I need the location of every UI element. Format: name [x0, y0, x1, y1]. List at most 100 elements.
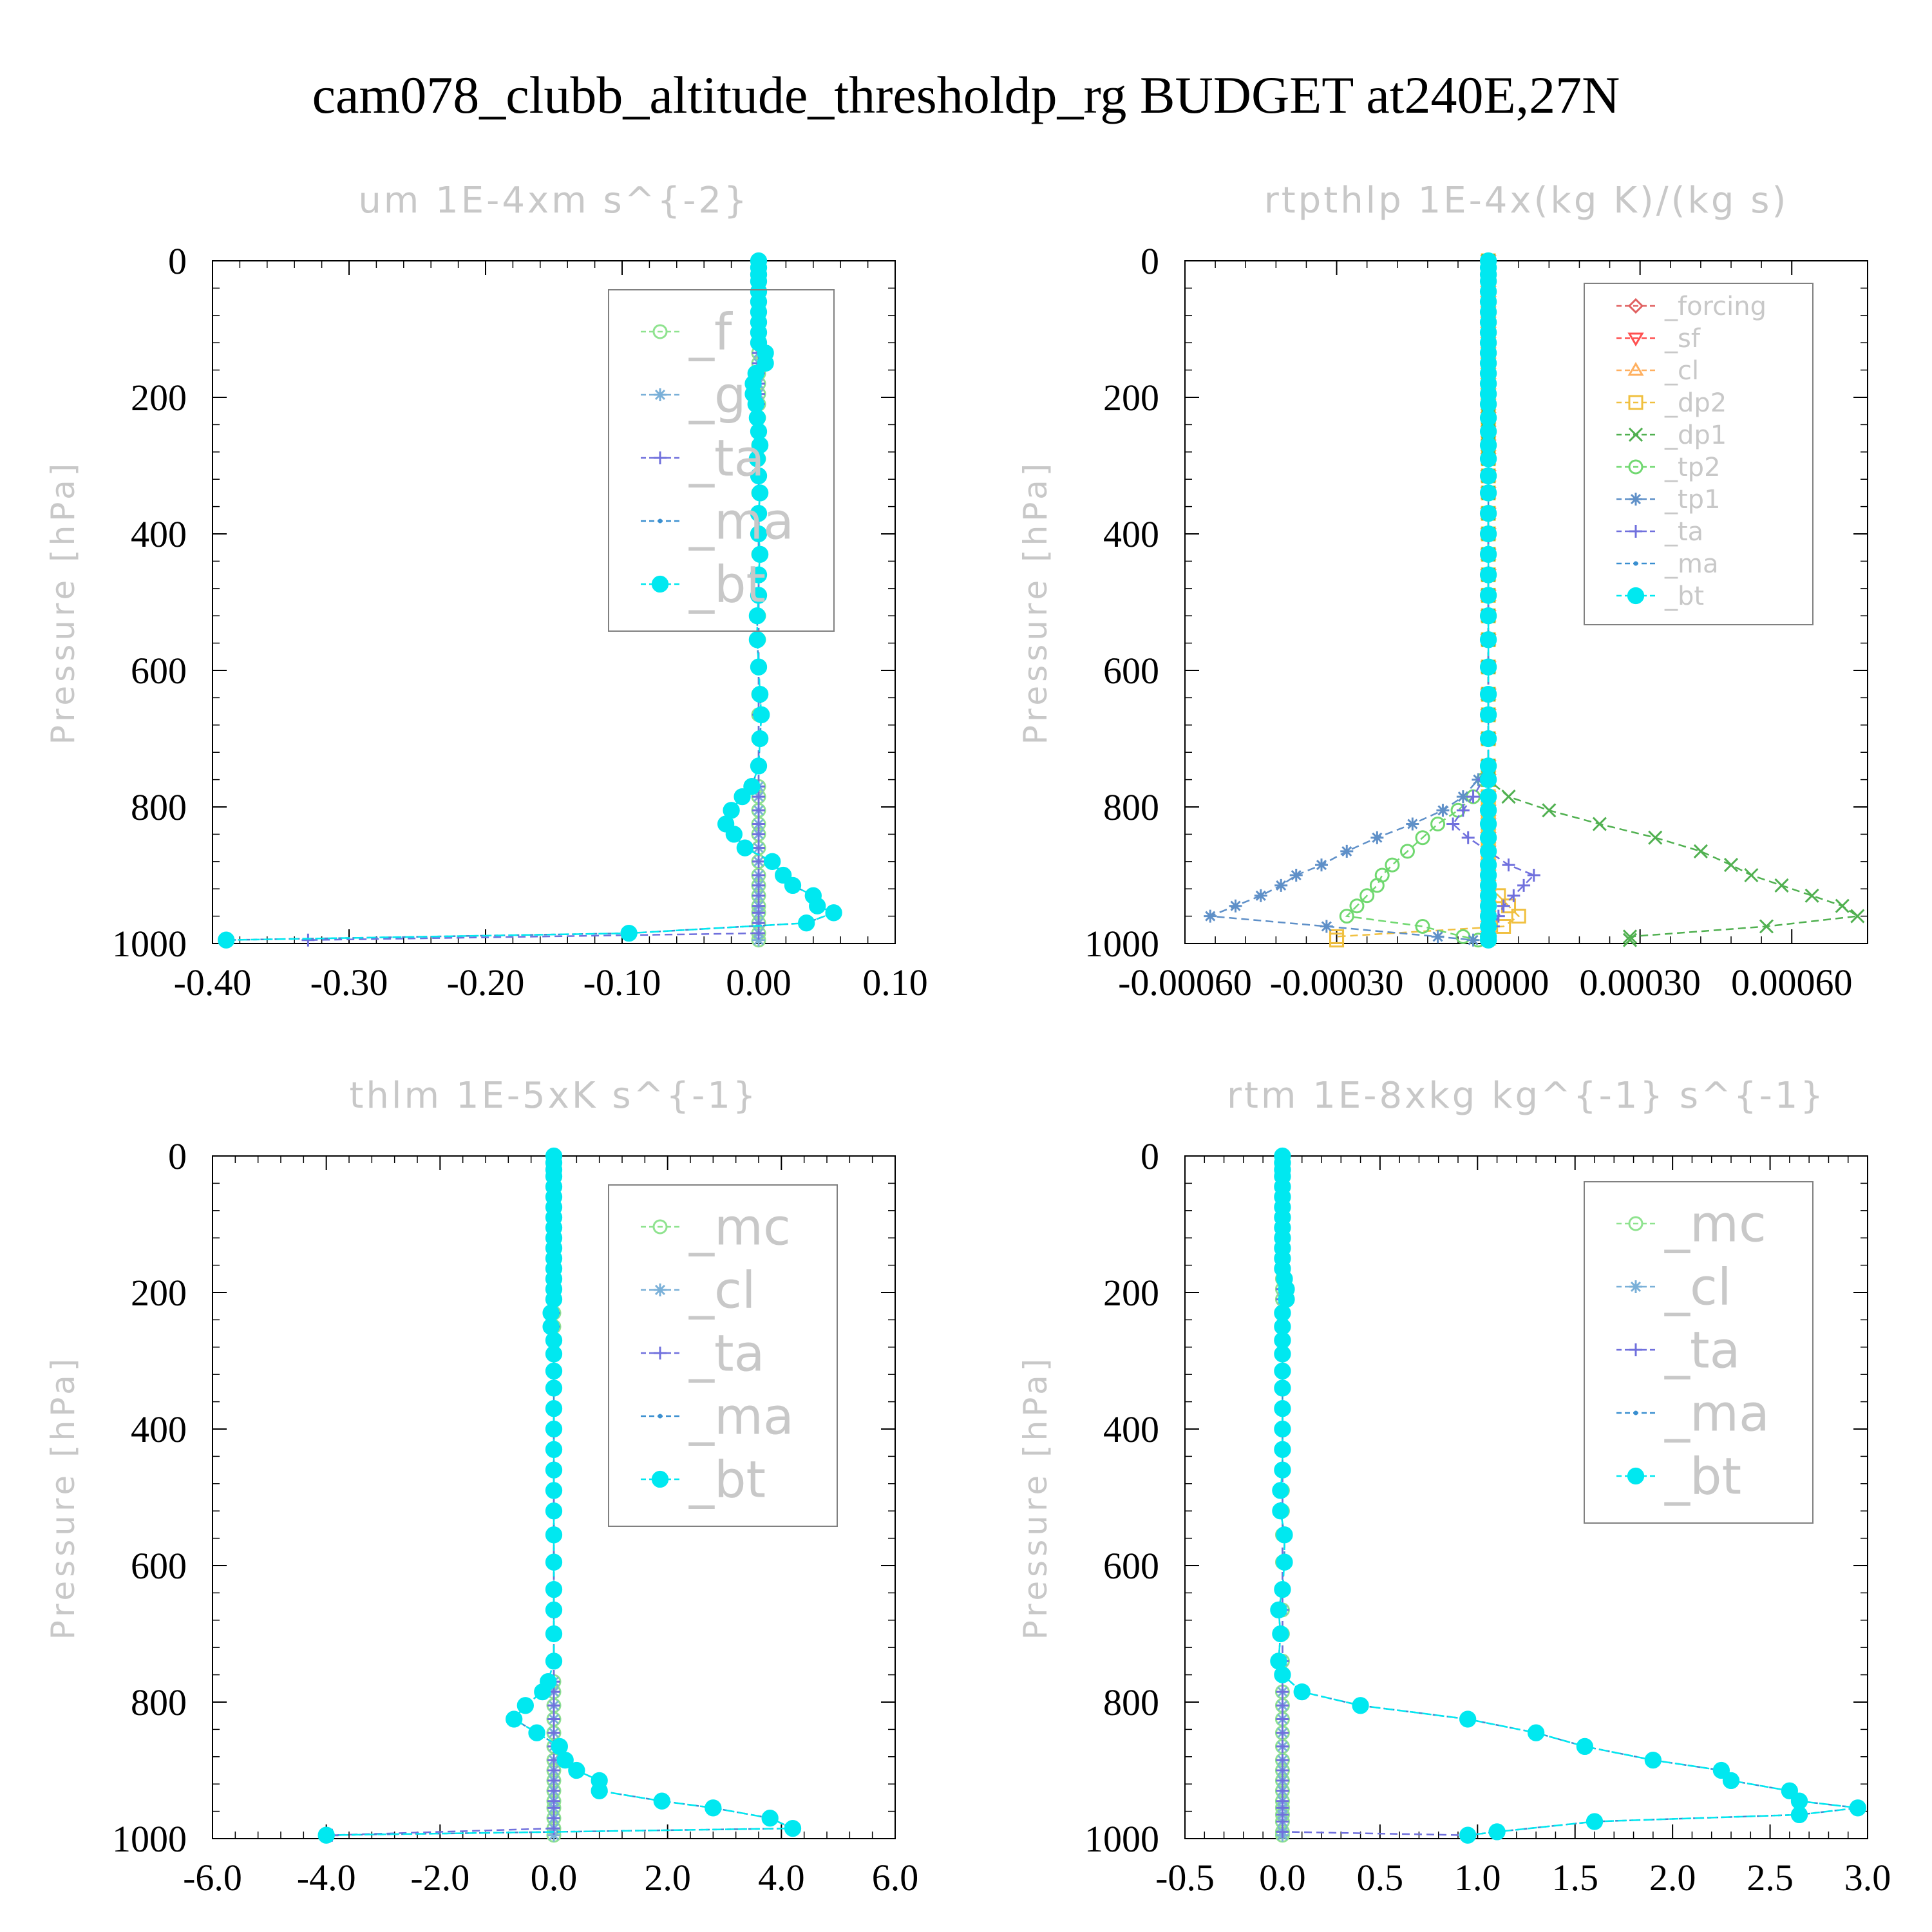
data-point [1274, 1461, 1291, 1479]
legend-marker [1627, 1467, 1645, 1485]
data-point [545, 1362, 563, 1380]
panel-4: rtm 1E-8xkg kg^{-1} s^{-1} Pressure [hPa]… [1017, 1075, 1891, 1899]
data-point [750, 525, 768, 543]
x-tick-label: -6.0 [183, 1857, 242, 1899]
panel-title: um 1E-4xm s^{-2} [358, 180, 749, 222]
data-point [568, 1761, 585, 1779]
data-point [516, 1697, 534, 1714]
series-line [1278, 1156, 1859, 1836]
data-point [1461, 831, 1475, 844]
data-point [1507, 889, 1520, 902]
data-point [1349, 898, 1365, 914]
data-point [1276, 1712, 1289, 1726]
data-point [547, 1726, 560, 1739]
plot-frame [212, 260, 896, 944]
data-point [751, 545, 769, 563]
data-point [1229, 899, 1242, 913]
data-point [1270, 1601, 1287, 1619]
data-point [1446, 817, 1460, 831]
legend-label: _forcing [1664, 292, 1766, 321]
legend-item: _ma [641, 1388, 794, 1446]
data-point [1339, 909, 1354, 924]
y-axis-label: Pressure [hPa] [1017, 460, 1054, 745]
data-point [1254, 889, 1267, 902]
data-point [545, 1345, 563, 1363]
data-point [545, 1502, 563, 1520]
plot-frame [1184, 260, 1868, 944]
data-point [1274, 1400, 1291, 1417]
data-point [1276, 1699, 1289, 1712]
y-axis-label: Pressure [hPa] [1017, 1355, 1054, 1640]
data-point [1479, 566, 1497, 583]
legend-item: _ma [1616, 549, 1718, 579]
data-point [1340, 844, 1354, 858]
data-point [1289, 869, 1303, 882]
x-tick-label: -0.40 [174, 961, 252, 1003]
series-line [1209, 261, 1490, 941]
data-point [1456, 790, 1470, 804]
legend-label: _bt [688, 556, 766, 614]
data-point [1527, 869, 1540, 882]
x-tick-label: 0.0 [531, 1857, 578, 1899]
data-point [1479, 545, 1497, 563]
x-tick-label: 0.5 [1357, 1857, 1404, 1899]
data-point [750, 505, 768, 522]
data-point [1276, 1825, 1289, 1839]
x-tick-label: -0.00060 [1118, 961, 1252, 1003]
data-point [752, 790, 765, 804]
x-tick-label: -0.00030 [1270, 961, 1404, 1003]
data-point [1274, 1379, 1291, 1397]
legend: _mc_cl_ta _ma_bt [1584, 1181, 1814, 1524]
y-axis-label: Pressure [hPa] [44, 1355, 82, 1640]
data-point [545, 1379, 563, 1397]
data-point [545, 1526, 563, 1544]
panel-3: thlm 1E-5xK s^{-1} Pressure [hPa] -6.0 -4.0… [44, 1075, 918, 1899]
data-point [1479, 658, 1497, 676]
data-point [752, 927, 765, 940]
legend-label: _g [688, 366, 746, 424]
data-point [1479, 931, 1497, 949]
series-bt [317, 1147, 802, 1844]
data-point [1759, 919, 1774, 934]
data-point [1272, 1482, 1289, 1499]
legend-label: _cl [1664, 356, 1699, 386]
y-tick-label: 0 [1141, 1135, 1159, 1177]
legend-item: _mc [641, 1198, 791, 1256]
y-tick-label: 1000 [1084, 1818, 1159, 1860]
data-point [736, 839, 753, 857]
data-point [1276, 1726, 1289, 1739]
legend-item: _forcing [1616, 292, 1766, 321]
panel-title: rtpthlp 1E-4x(kg K)/(kg s) [1264, 180, 1789, 222]
data-point [1644, 1751, 1662, 1769]
y-tick-label: 600 [131, 1545, 187, 1587]
legend-item: _tp1 [1616, 485, 1721, 515]
data-point [1415, 919, 1430, 934]
data-point [1274, 1420, 1291, 1438]
legend-item: _ta [641, 430, 764, 488]
data-point [1274, 1362, 1291, 1380]
data-point [317, 1826, 335, 1844]
data-point [1527, 1724, 1545, 1741]
data-point [750, 467, 768, 485]
data-point [1274, 1580, 1291, 1598]
data-point [825, 904, 842, 922]
legend-label: _ta [688, 430, 764, 488]
legend-marker [1628, 395, 1643, 410]
series-bt [218, 252, 842, 949]
y-tick-label: 0 [1141, 240, 1159, 282]
data-point [1542, 803, 1557, 818]
legend-item: _bt [641, 1451, 766, 1509]
data-point [1479, 685, 1497, 703]
y-tick-label: 200 [1103, 1272, 1159, 1314]
data-point [1272, 1625, 1289, 1643]
legend-label: _tp1 [1664, 485, 1721, 515]
data-point [1399, 844, 1415, 859]
data-point [1479, 467, 1497, 485]
legend-label: _mc [688, 1198, 791, 1256]
legend-item: _ta [641, 1325, 764, 1383]
data-point [1406, 817, 1419, 831]
data-point [1369, 878, 1385, 893]
data-point [750, 587, 768, 604]
y-tick-label: 600 [1103, 650, 1159, 692]
legend-marker [1629, 1343, 1642, 1356]
